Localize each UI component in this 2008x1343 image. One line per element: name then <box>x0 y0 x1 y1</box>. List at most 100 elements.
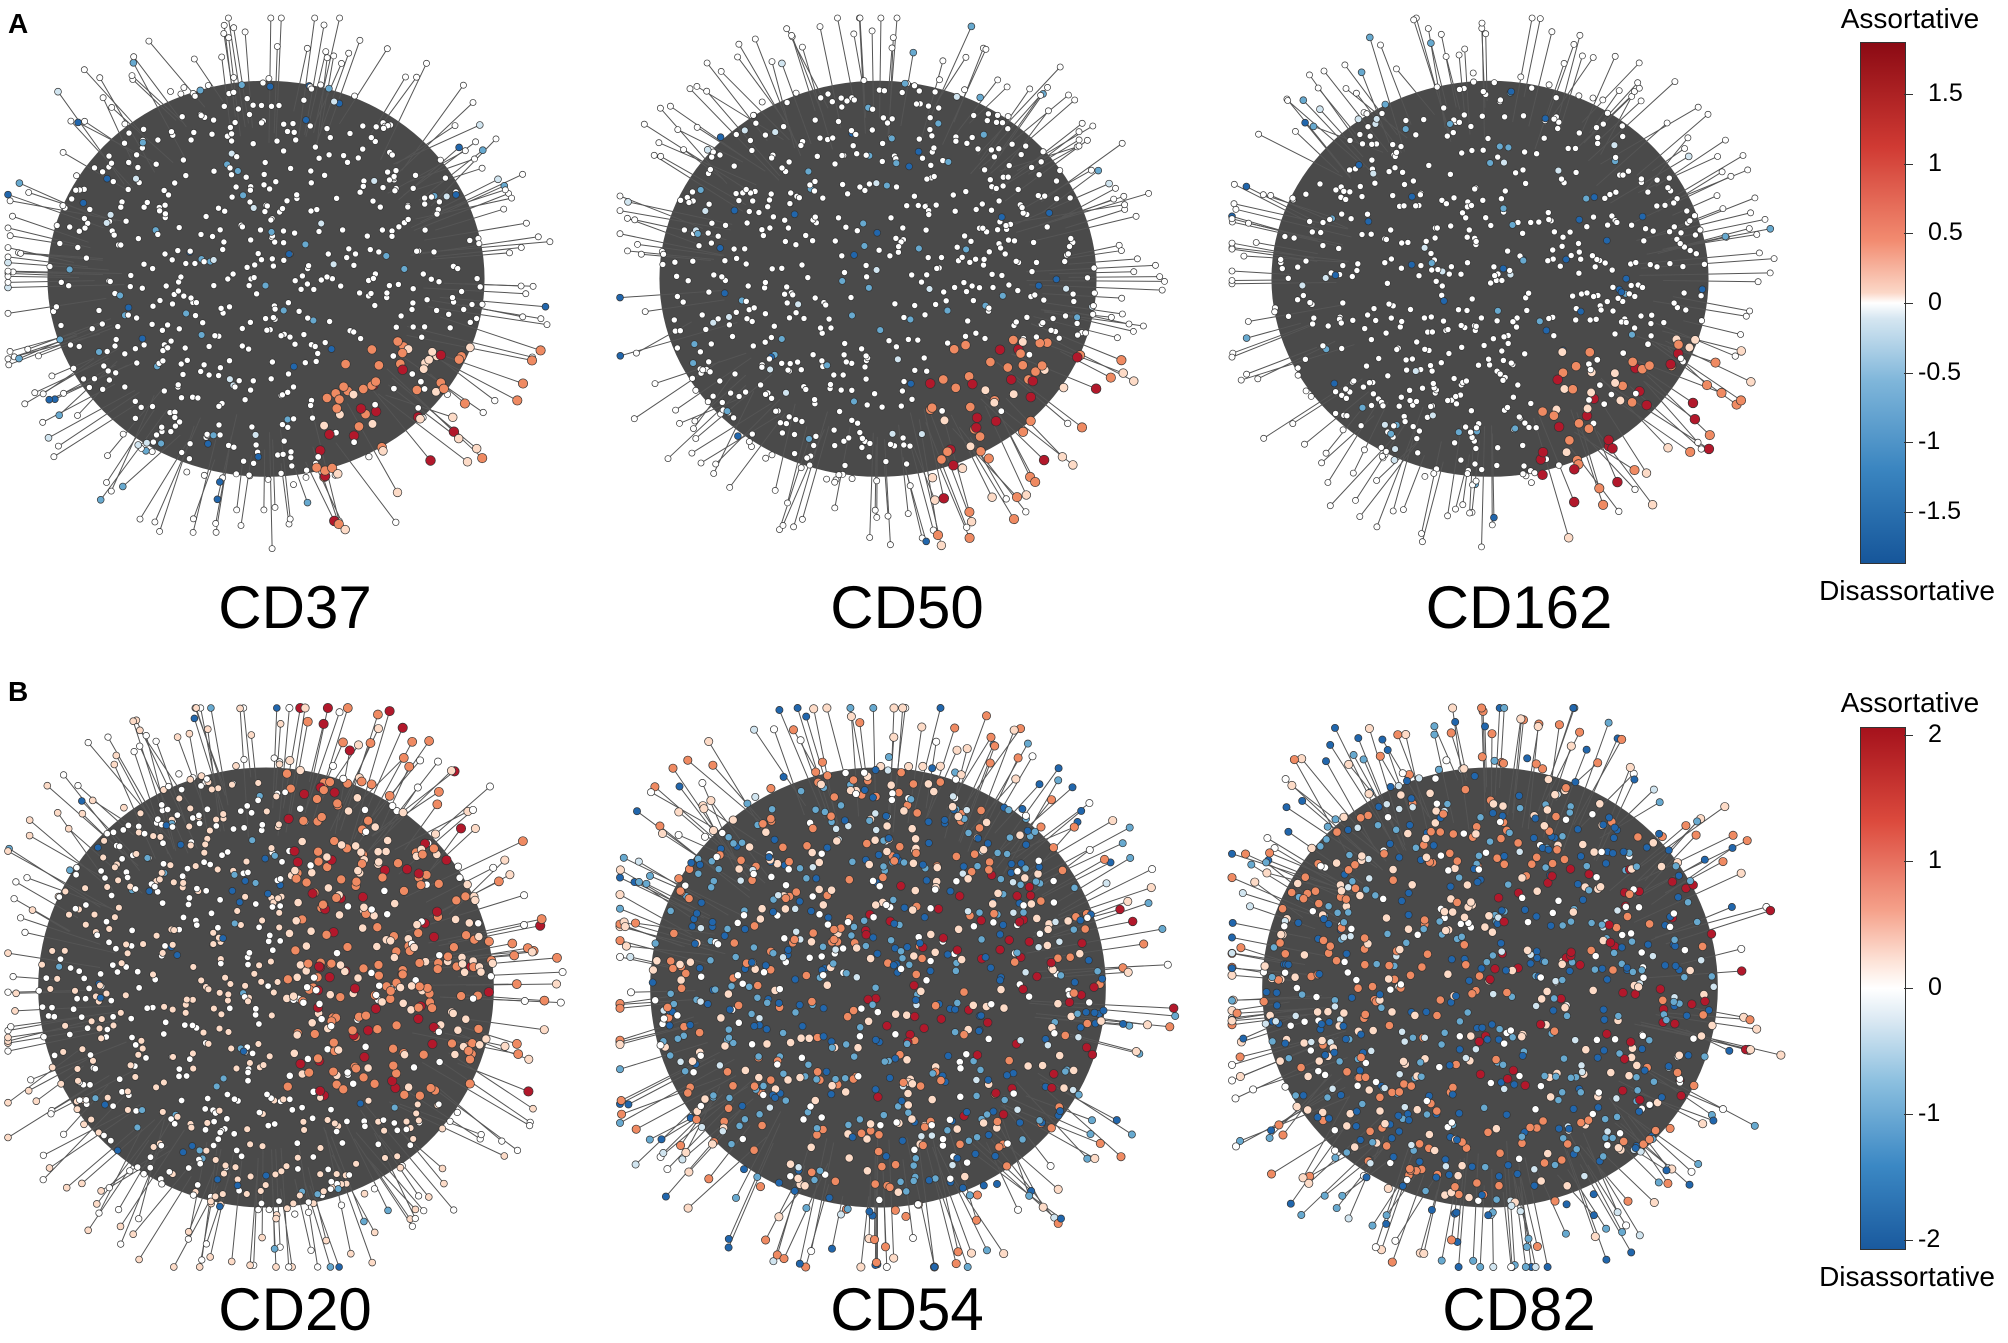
network-node <box>1576 130 1582 136</box>
network-node <box>327 959 336 968</box>
network-node <box>7 233 13 239</box>
network-node <box>87 206 93 212</box>
network-node <box>736 198 742 204</box>
network-node <box>926 212 932 218</box>
network-node <box>78 1180 85 1187</box>
network-node <box>281 148 287 154</box>
network-node <box>744 220 750 226</box>
network-node <box>1047 1124 1055 1132</box>
network-node <box>107 278 113 284</box>
network-node <box>205 1040 212 1047</box>
network-node <box>894 356 901 363</box>
network-node <box>339 1140 345 1146</box>
network-node <box>181 85 187 91</box>
network-node <box>460 399 469 408</box>
network-node <box>423 983 432 992</box>
network-node <box>1475 362 1481 368</box>
network-node <box>292 874 301 883</box>
network-node <box>827 381 833 387</box>
network-node <box>1555 167 1562 174</box>
network-node <box>1520 442 1526 448</box>
network-node <box>1612 331 1618 337</box>
network-node <box>1545 210 1551 216</box>
network-node <box>1499 277 1505 283</box>
network-node <box>259 1234 266 1241</box>
network-node <box>799 418 805 424</box>
network-node <box>726 1006 733 1013</box>
network-node <box>422 227 428 233</box>
network-node <box>1453 401 1459 407</box>
network-node <box>405 762 414 771</box>
network-node <box>1307 300 1313 306</box>
network-node <box>118 242 124 248</box>
network-node <box>317 1171 324 1178</box>
network-node <box>230 826 236 832</box>
network-node <box>1133 213 1139 219</box>
network-node <box>321 22 327 28</box>
network-node <box>887 441 893 447</box>
network-node <box>1699 318 1705 324</box>
network-node <box>1616 88 1622 94</box>
network-node <box>996 945 1005 954</box>
network-node <box>553 953 562 962</box>
network-node <box>325 430 335 440</box>
network-node <box>133 175 140 182</box>
network-node <box>995 227 1001 233</box>
network-node <box>428 276 434 282</box>
network-node <box>301 704 309 712</box>
network-node <box>1318 229 1324 235</box>
network-node <box>1031 477 1040 486</box>
network-node <box>300 1118 307 1125</box>
network-node <box>754 1173 761 1180</box>
network-node <box>758 905 766 913</box>
network-node <box>1075 1091 1082 1098</box>
network-node <box>113 945 119 951</box>
network-node <box>268 1012 275 1019</box>
network-node <box>798 367 804 373</box>
network-node <box>1388 256 1394 262</box>
network-node <box>332 404 341 413</box>
network-node <box>1409 193 1416 200</box>
network-node <box>1005 1056 1013 1064</box>
network-node <box>185 1236 191 1242</box>
network-node <box>881 1058 888 1065</box>
network-node <box>812 806 819 813</box>
network-node <box>231 871 238 878</box>
network-node <box>982 167 988 173</box>
network-node <box>382 1154 389 1161</box>
colorbar-tick <box>1904 303 1913 304</box>
network-node <box>132 346 138 352</box>
network-node <box>174 734 181 741</box>
network-node <box>474 315 480 321</box>
network-node <box>703 326 709 332</box>
colorbar-tick-label: -1.5 <box>1918 499 1961 524</box>
network-node <box>1419 539 1425 545</box>
network-node <box>890 35 896 41</box>
network-node <box>830 935 838 943</box>
network-node <box>950 345 959 354</box>
network-node <box>1016 831 1024 839</box>
network-node <box>835 118 841 124</box>
network-node <box>75 782 81 788</box>
network-node <box>805 275 811 281</box>
network-node <box>734 972 741 979</box>
network-node <box>307 927 315 935</box>
network-node <box>75 1077 82 1084</box>
network-node <box>249 424 255 430</box>
network-node <box>919 861 926 868</box>
network-node <box>466 1055 475 1064</box>
network-node <box>961 1172 969 1180</box>
network-node <box>168 338 174 344</box>
network-node <box>475 932 483 940</box>
network-node <box>834 15 840 21</box>
network-node <box>56 412 63 419</box>
network-node <box>261 507 267 513</box>
network-node <box>444 952 453 961</box>
network-node <box>285 1264 291 1270</box>
network-node <box>8 1023 14 1029</box>
network-node <box>476 1041 484 1049</box>
network-node <box>451 915 459 923</box>
network-node <box>97 75 103 81</box>
network-node <box>999 292 1006 299</box>
network-node <box>1605 222 1611 228</box>
